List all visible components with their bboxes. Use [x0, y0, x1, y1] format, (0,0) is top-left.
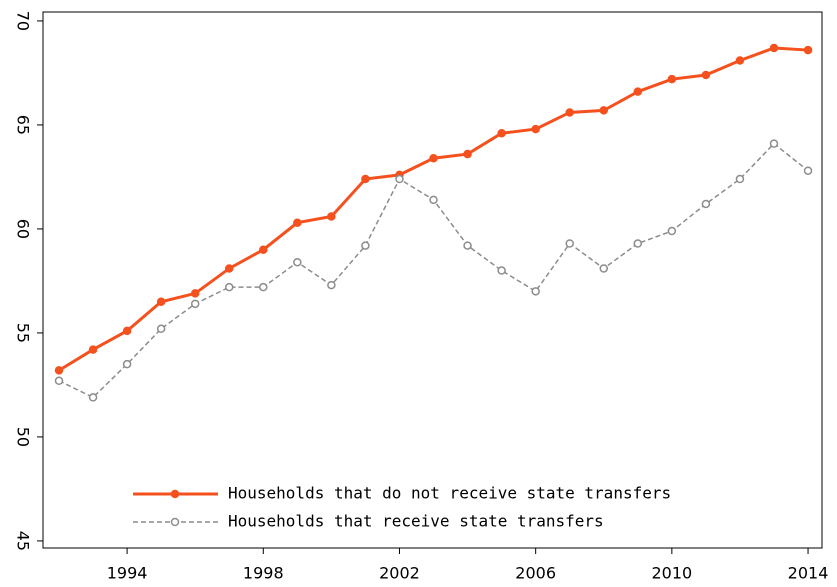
point — [327, 212, 336, 221]
point — [803, 45, 813, 55]
point — [463, 241, 472, 250]
point — [293, 257, 302, 267]
point — [701, 199, 711, 209]
legend-marker — [170, 517, 180, 527]
x-tick-label: 1994 — [107, 564, 148, 583]
y-tick-label: 65 — [14, 115, 33, 135]
point — [599, 106, 609, 115]
point — [531, 287, 540, 296]
point — [429, 195, 438, 205]
x-tick-label: 1998 — [243, 564, 284, 583]
point — [156, 297, 166, 306]
point — [88, 393, 98, 402]
point — [667, 226, 677, 236]
point — [190, 289, 200, 298]
point — [429, 153, 438, 163]
point — [565, 239, 574, 248]
point — [531, 124, 540, 134]
point — [769, 139, 779, 148]
point — [293, 218, 302, 227]
point — [259, 245, 268, 254]
point — [88, 345, 98, 354]
point — [54, 366, 64, 375]
x-tick-label: 2010 — [651, 564, 692, 583]
y-tick-label: 50 — [14, 427, 33, 447]
point — [667, 74, 677, 84]
point — [803, 166, 813, 175]
y-tick-label: 70 — [14, 11, 33, 31]
point — [54, 376, 64, 386]
legend-label: Households that do not receive state tra… — [228, 484, 671, 503]
point — [224, 264, 234, 273]
point — [497, 266, 506, 275]
point — [735, 56, 745, 65]
point — [565, 108, 574, 117]
legend-marker — [170, 489, 180, 499]
point — [327, 280, 336, 290]
point — [633, 239, 643, 248]
point — [633, 87, 643, 96]
point — [122, 326, 132, 336]
x-tick-label: 2006 — [515, 564, 556, 583]
point — [735, 174, 745, 184]
point — [769, 43, 779, 53]
y-tick-label: 60 — [14, 219, 33, 239]
point — [259, 282, 268, 292]
plot-frame — [42, 11, 823, 549]
point — [190, 299, 200, 309]
point — [463, 149, 472, 159]
y-tick-label: 55 — [14, 323, 33, 343]
point — [361, 174, 370, 184]
point — [224, 282, 234, 292]
series-line — [58, 142, 809, 399]
point — [122, 359, 132, 369]
point — [395, 174, 404, 184]
y-tick-label: 45 — [14, 531, 33, 551]
point — [599, 264, 609, 273]
legend-label: Households that receive state transfers — [228, 512, 604, 531]
point — [156, 324, 166, 334]
point — [701, 70, 711, 80]
x-tick-label: 2014 — [788, 564, 829, 583]
point — [497, 129, 506, 138]
point — [361, 241, 370, 250]
x-tick-label: 2002 — [379, 564, 420, 583]
